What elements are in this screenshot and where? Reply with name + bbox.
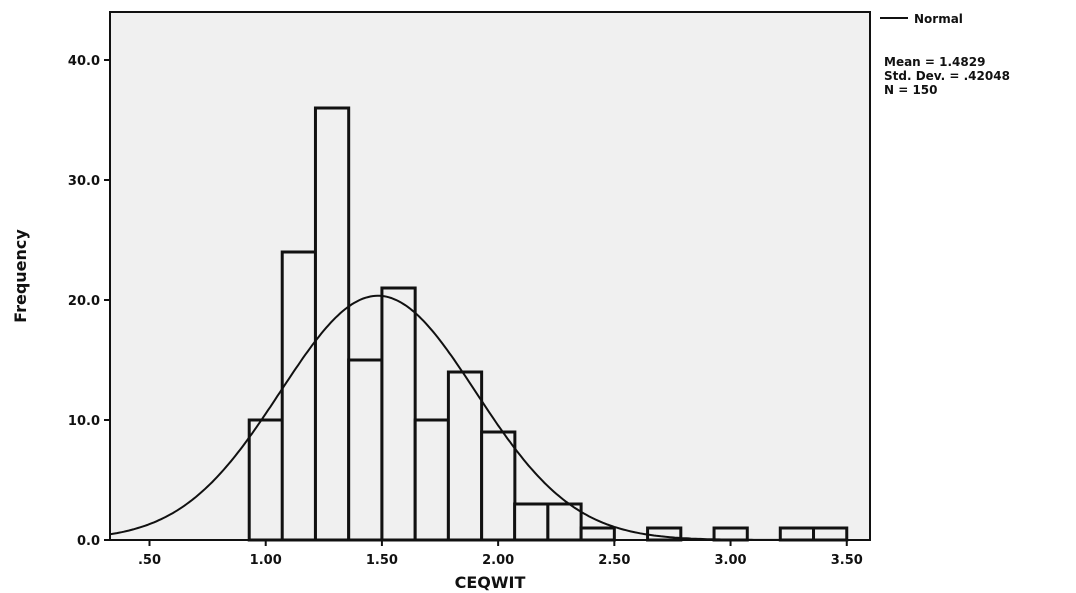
histogram-bar — [579, 526, 616, 542]
histogram-bar — [712, 526, 749, 542]
x-axis: .50 1.00 1.50 2.00 2.50 3.00 3.50 — [138, 540, 863, 568]
y-tick-label: 0.0 — [77, 534, 100, 549]
legend-stat-n: N = 150 — [884, 83, 938, 97]
histogram-bar — [347, 358, 384, 542]
x-tick-label: 2.50 — [598, 553, 630, 568]
histogram-bar — [546, 502, 583, 542]
legend-stat-std-dev: Std. Dev. = .42048 — [884, 69, 1010, 83]
y-axis: 0.0 10.0 20.0 30.0 40.0 — [68, 54, 110, 549]
bars-layer — [247, 106, 849, 542]
legend: Normal Mean = 1.4829 Std. Dev. = .42048 … — [880, 12, 1010, 97]
normal-curve-line — [109, 294, 870, 541]
y-tick-label: 40.0 — [68, 54, 100, 69]
x-tick-label: 1.50 — [366, 553, 398, 568]
x-tick-label: 3.00 — [715, 553, 747, 568]
legend-normal-label: Normal — [914, 12, 963, 26]
x-tick-label: 3.50 — [831, 553, 863, 568]
x-tick-label: 1.00 — [250, 553, 282, 568]
histogram-bar — [380, 286, 417, 542]
histogram-bar — [446, 370, 484, 542]
histogram-bar — [280, 250, 317, 542]
legend-stat-mean: Mean = 1.4829 — [884, 55, 985, 69]
y-axis-title: Frequency — [11, 229, 30, 323]
histogram-bar — [778, 526, 816, 542]
y-tick-label: 20.0 — [68, 294, 100, 309]
x-axis-title: CEQWIT — [455, 573, 526, 592]
histogram-bar — [247, 418, 284, 542]
histogram-bar — [513, 502, 550, 542]
y-tick-label: 30.0 — [68, 174, 100, 189]
histogram-bar — [313, 106, 351, 542]
x-tick-label: .50 — [138, 553, 161, 568]
histogram-bar — [480, 430, 517, 542]
x-tick-label: 2.00 — [482, 553, 514, 568]
histogram-bar — [812, 526, 849, 542]
y-tick-label: 10.0 — [68, 414, 100, 429]
histogram-bar — [413, 418, 450, 542]
